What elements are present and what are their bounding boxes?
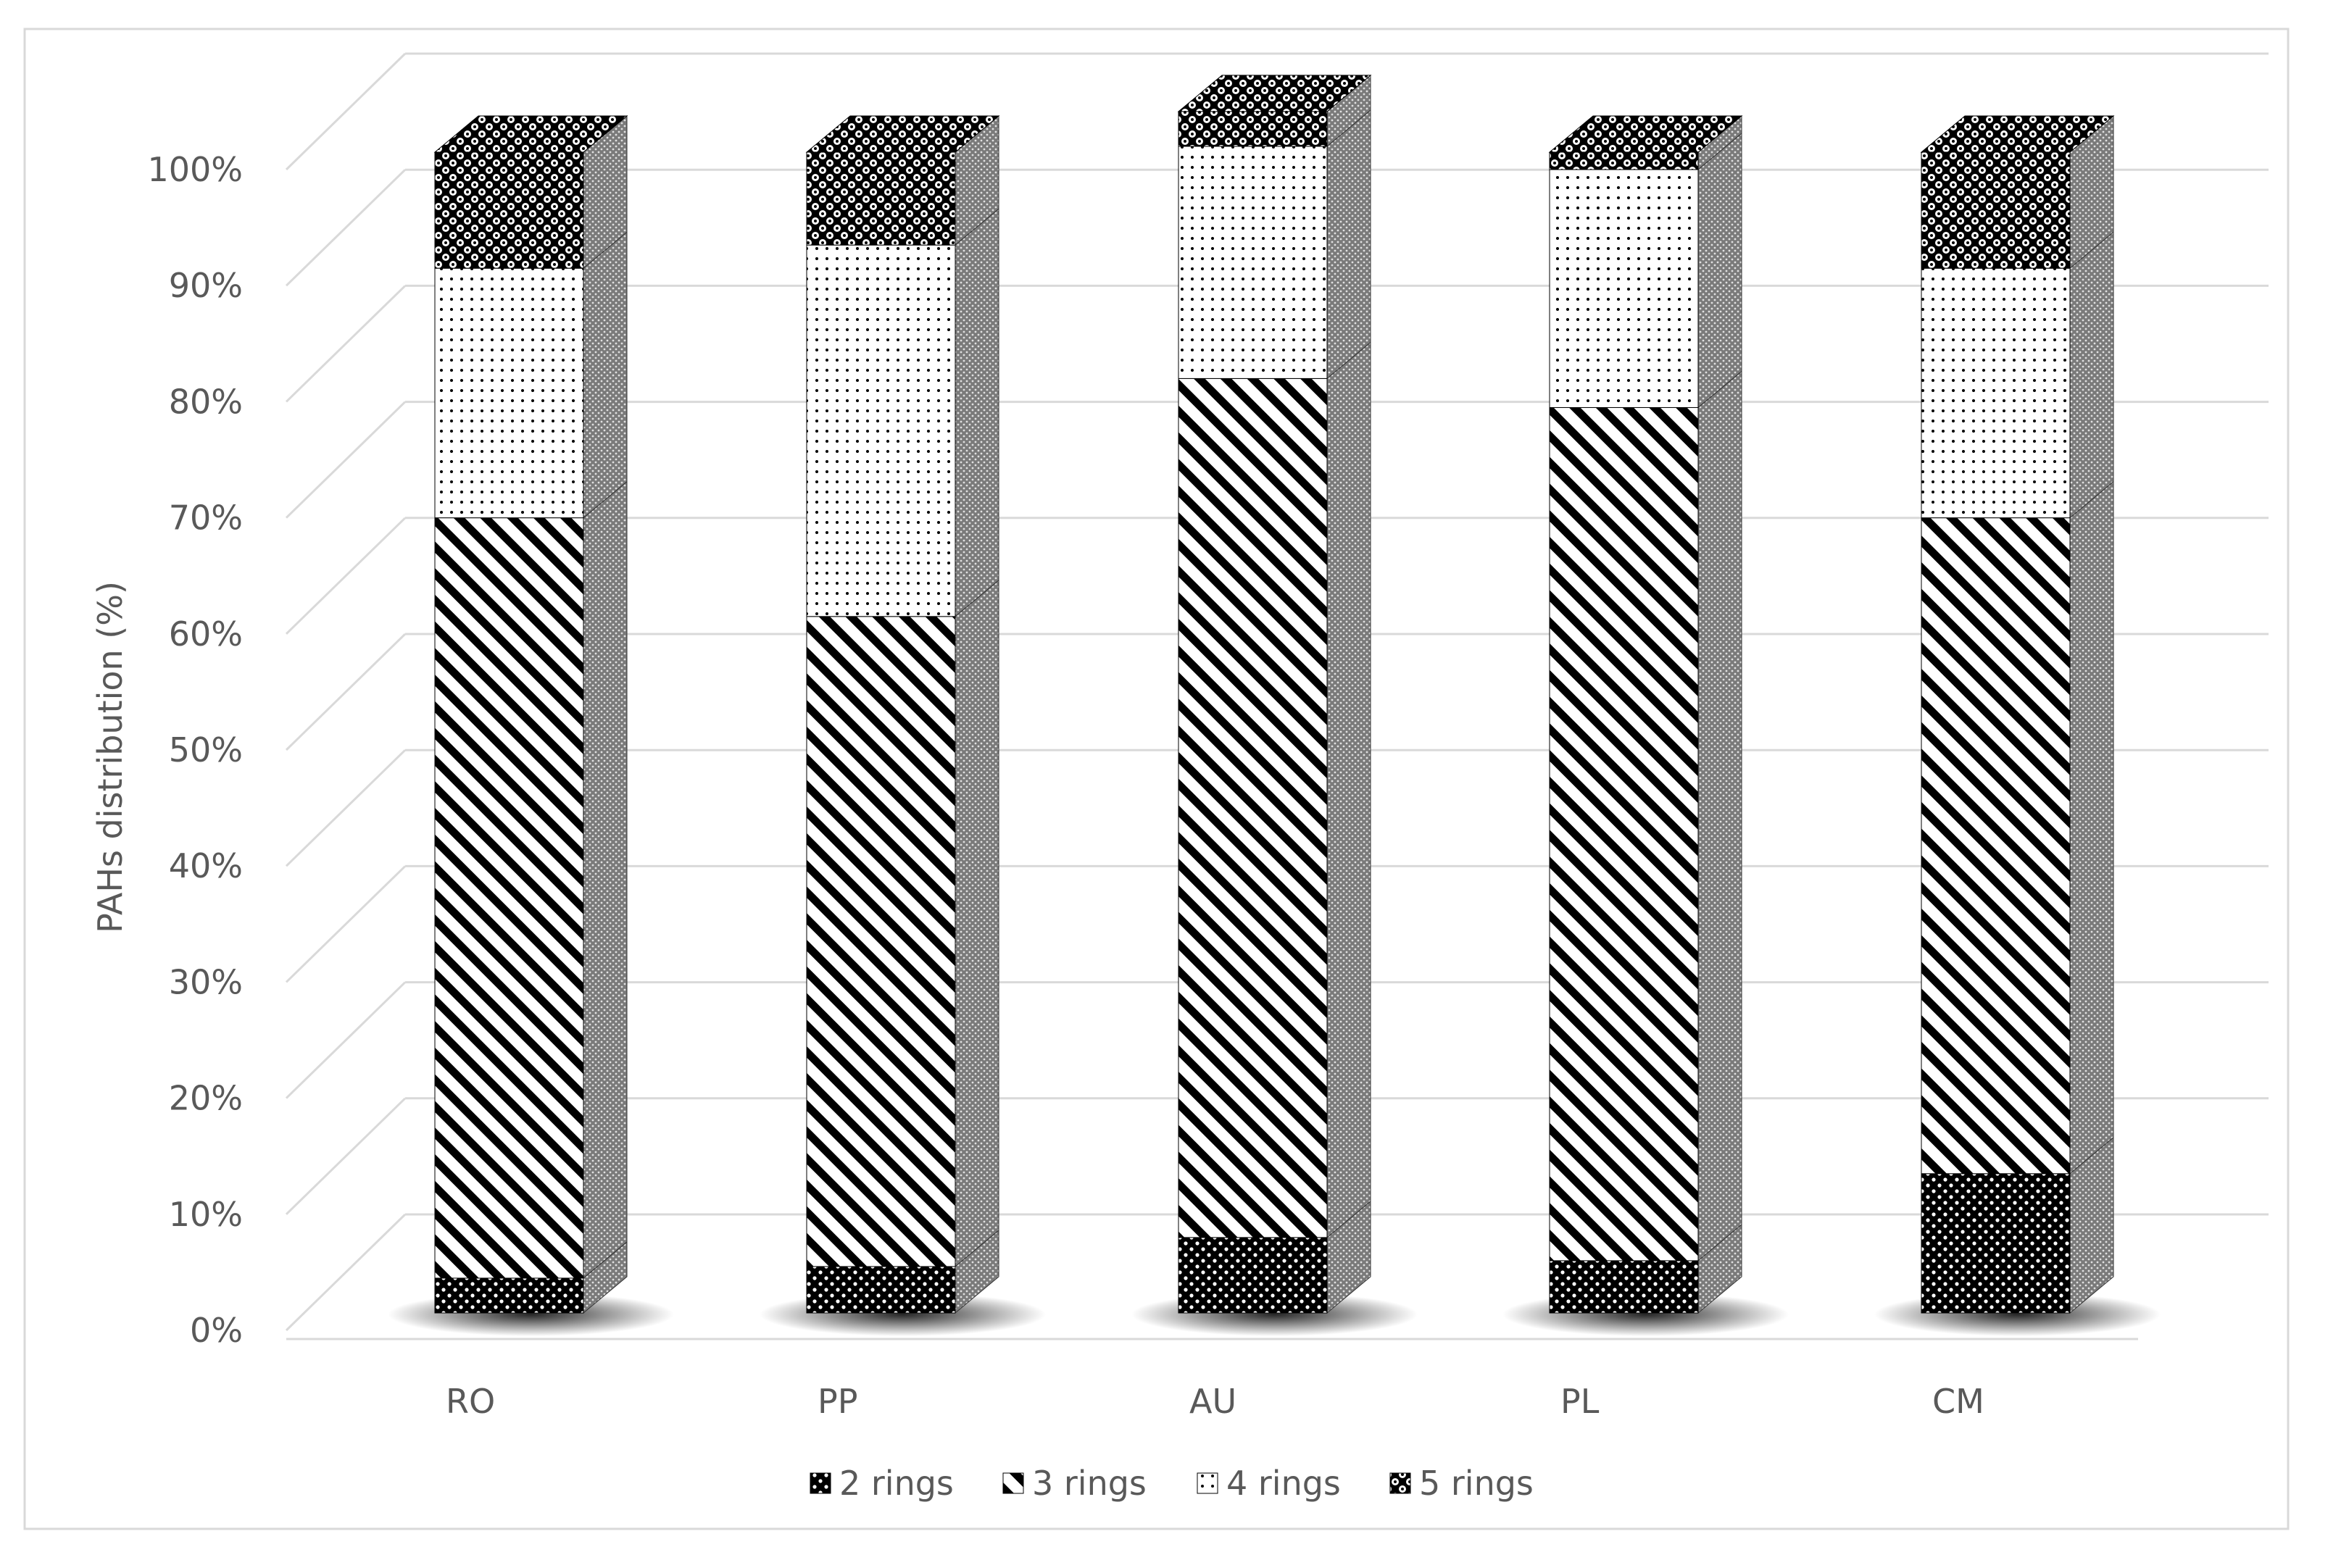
y-tick-label: 60% bbox=[169, 614, 243, 654]
bar-segment-side bbox=[583, 480, 628, 1280]
bar-segment bbox=[1921, 1173, 2071, 1314]
x-axis-ticks: RO PP AU PL CM bbox=[446, 1382, 1984, 1421]
bar-segment-side bbox=[2069, 480, 2114, 1175]
bar-stack-pp bbox=[760, 114, 1046, 1336]
y-tick-label: 10% bbox=[169, 1195, 243, 1234]
bar-segment-side bbox=[1697, 370, 1742, 1262]
legend-swatch bbox=[1002, 1472, 1024, 1494]
bar-segment bbox=[1921, 267, 2071, 519]
bar-stack-au bbox=[1131, 74, 1418, 1336]
bar-segment-side bbox=[955, 208, 999, 617]
bar-segment bbox=[1549, 151, 1699, 170]
x-tick-label: CM bbox=[1932, 1382, 1984, 1421]
bar-segment bbox=[1549, 406, 1699, 1262]
bar-stack-ro bbox=[388, 114, 674, 1336]
y-tick-label: 40% bbox=[169, 846, 243, 885]
y-tick-label: 70% bbox=[169, 499, 243, 538]
legend-swatch bbox=[810, 1472, 831, 1494]
y-tick-label: 20% bbox=[169, 1079, 243, 1118]
bar-segment bbox=[434, 267, 584, 519]
y-tick-label: 30% bbox=[169, 962, 243, 1001]
gridline-diagonal bbox=[285, 633, 407, 751]
y-tick-label: 0% bbox=[190, 1311, 243, 1350]
bar-segment bbox=[1549, 169, 1699, 408]
bar-segment bbox=[1549, 1260, 1699, 1314]
legend-swatch bbox=[1389, 1472, 1411, 1494]
bar-segment bbox=[434, 151, 584, 269]
bar-segment bbox=[1921, 151, 2071, 269]
bar-segment bbox=[1178, 146, 1328, 379]
bars bbox=[388, 74, 2161, 1336]
bar-segment-side bbox=[1326, 341, 1371, 1238]
legend-swatch bbox=[1197, 1472, 1218, 1494]
gridline-diagonal bbox=[285, 52, 407, 171]
x-tick-label: AU bbox=[1189, 1382, 1236, 1421]
bar-segment bbox=[806, 151, 956, 246]
bar-top-face bbox=[805, 115, 1000, 153]
gridline-diagonal bbox=[285, 749, 407, 867]
gridline-diagonal bbox=[285, 285, 407, 403]
bar-stack-pl bbox=[1502, 114, 1789, 1336]
gridline-diagonal bbox=[285, 981, 407, 1099]
gridline-diagonal bbox=[285, 865, 407, 983]
bar-segment bbox=[434, 1277, 584, 1314]
y-tick-label: 50% bbox=[169, 730, 243, 770]
legend-label: 4 rings bbox=[1226, 1464, 1341, 1503]
x-tick-label: PP bbox=[818, 1382, 857, 1421]
bar-segment bbox=[1921, 517, 2071, 1175]
gridline-diagonal bbox=[285, 401, 407, 519]
legend-item: 2 rings bbox=[810, 1464, 954, 1503]
bar-top-face bbox=[1177, 75, 1372, 112]
bar-top-face bbox=[433, 115, 628, 153]
legend-label: 2 rings bbox=[839, 1464, 954, 1503]
legend-item: 3 rings bbox=[1002, 1464, 1147, 1503]
bar-segment-side bbox=[1326, 109, 1371, 380]
y-tick-label: 100% bbox=[147, 150, 243, 189]
legend: 2 rings 3 rings 4 rings 5 rings bbox=[810, 1464, 1534, 1503]
y-tick-label: 80% bbox=[169, 382, 243, 421]
gridline-diagonal bbox=[285, 169, 407, 287]
x-tick-label: PL bbox=[1560, 1382, 1600, 1421]
bar-segment bbox=[806, 1266, 956, 1314]
bar-top-face bbox=[1920, 115, 2115, 153]
legend-label: 3 rings bbox=[1032, 1464, 1147, 1503]
bar-segment bbox=[806, 616, 956, 1267]
bar-segment bbox=[434, 517, 584, 1279]
bar-segment bbox=[1178, 1237, 1328, 1314]
y-axis-title: PAHs distribution (%) bbox=[91, 581, 130, 933]
y-tick-label: 90% bbox=[169, 266, 243, 305]
legend-item: 5 rings bbox=[1389, 1464, 1534, 1503]
bar-segment bbox=[1178, 111, 1328, 147]
bar-stack-cm bbox=[1874, 114, 2161, 1336]
bar-segment-side bbox=[583, 231, 628, 519]
bar-top-face bbox=[1548, 115, 1743, 153]
gridline-diagonal bbox=[285, 517, 407, 635]
x-tick-label: RO bbox=[446, 1382, 495, 1421]
chart-border bbox=[23, 28, 2290, 1530]
bar-segment-side bbox=[955, 579, 999, 1267]
bar-segment bbox=[806, 244, 956, 617]
bar-segment bbox=[1178, 378, 1328, 1238]
gridline-diagonal bbox=[285, 1213, 407, 1332]
bar-segment-side bbox=[1697, 132, 1742, 409]
bar-segment-side bbox=[2069, 231, 2114, 519]
y-axis-ticks: 0% 10% 20% 30% 40% 50% 60% 70% 80% 90% 100% bbox=[147, 150, 243, 1350]
gridline-diagonal bbox=[285, 1097, 407, 1215]
legend-item: 4 rings bbox=[1197, 1464, 1341, 1503]
legend-label: 5 rings bbox=[1419, 1464, 1534, 1503]
